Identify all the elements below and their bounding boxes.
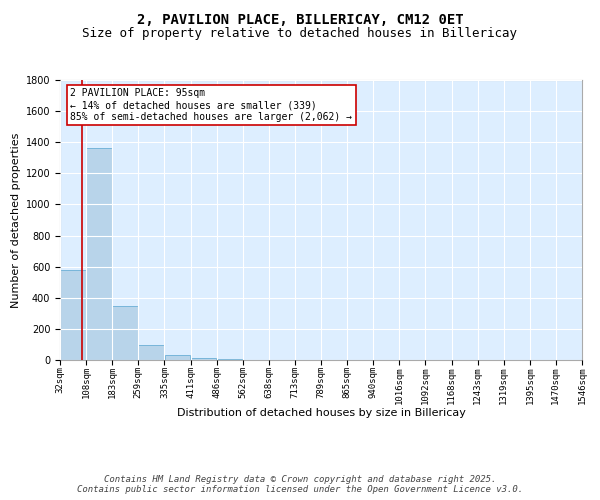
Bar — [86, 148, 112, 360]
Bar — [139, 345, 164, 360]
Text: 2, PAVILION PLACE, BILLERICAY, CM12 0ET: 2, PAVILION PLACE, BILLERICAY, CM12 0ET — [137, 12, 463, 26]
X-axis label: Distribution of detached houses by size in Billericay: Distribution of detached houses by size … — [176, 408, 466, 418]
Y-axis label: Number of detached properties: Number of detached properties — [11, 132, 22, 308]
Bar — [164, 356, 190, 360]
Bar — [60, 270, 86, 360]
Bar — [217, 359, 242, 360]
Text: Contains HM Land Registry data © Crown copyright and database right 2025.
Contai: Contains HM Land Registry data © Crown c… — [77, 474, 523, 494]
Text: 2 PAVILION PLACE: 95sqm
← 14% of detached houses are smaller (339)
85% of semi-d: 2 PAVILION PLACE: 95sqm ← 14% of detache… — [70, 88, 352, 122]
Text: Size of property relative to detached houses in Billericay: Size of property relative to detached ho… — [83, 28, 517, 40]
Bar — [112, 306, 138, 360]
Bar — [191, 358, 217, 360]
